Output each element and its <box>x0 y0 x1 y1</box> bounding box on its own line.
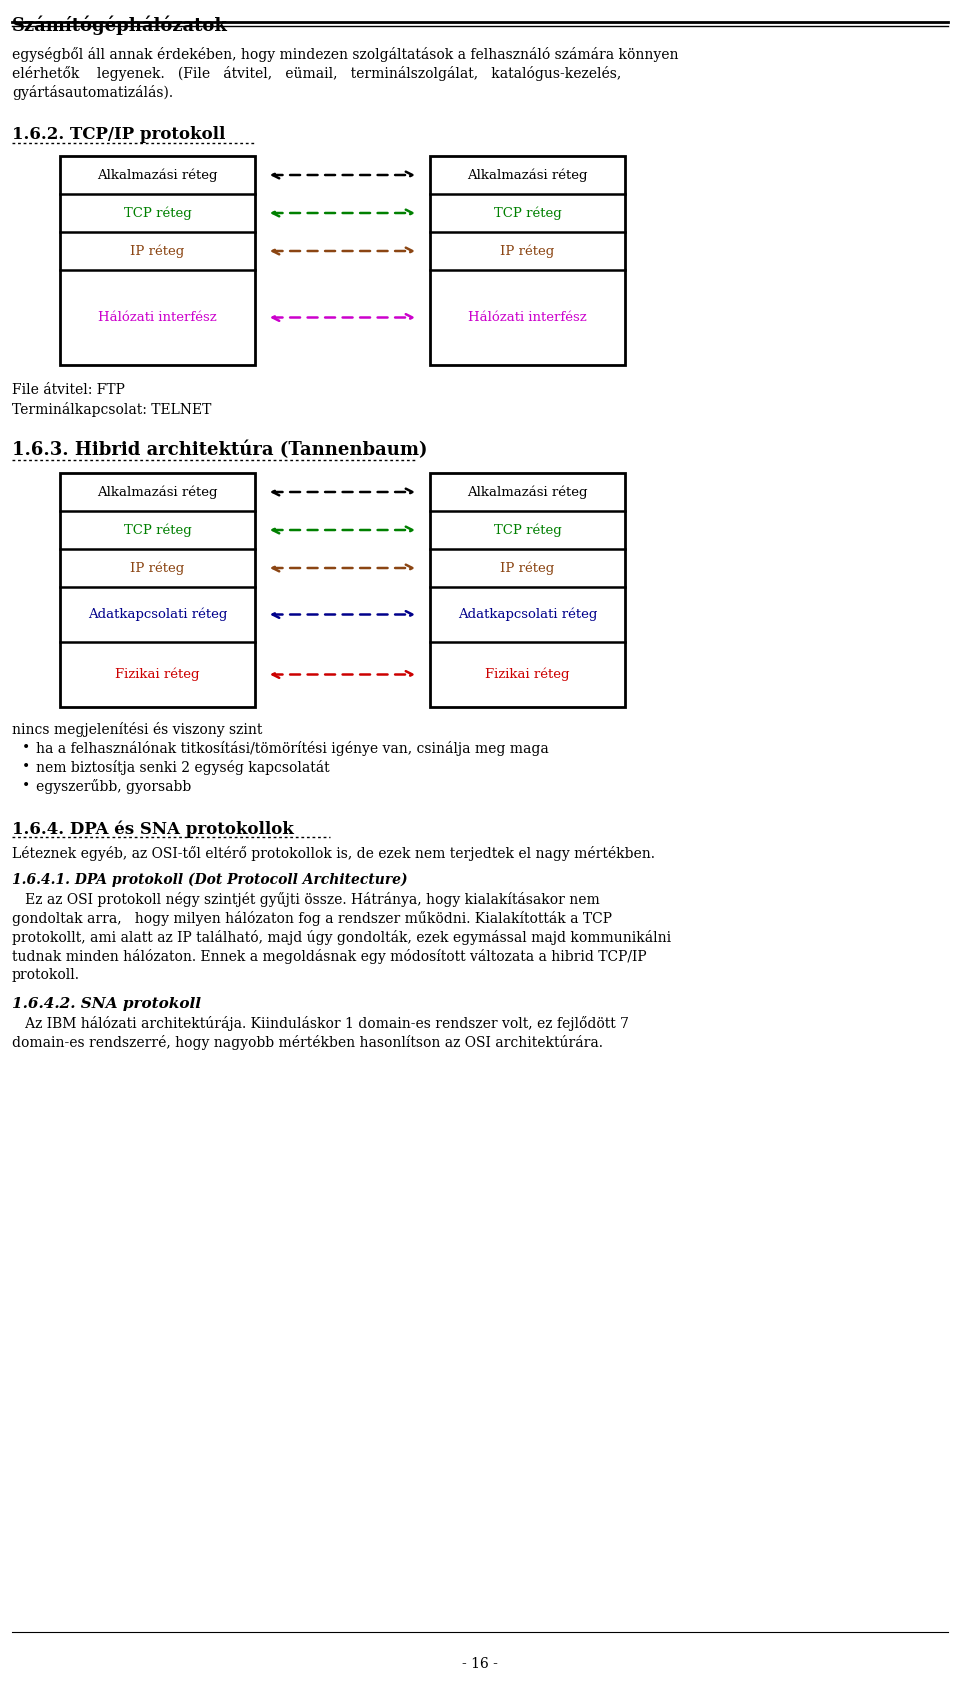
Text: IP réteg: IP réteg <box>131 245 184 258</box>
Text: protokollt, ami alatt az IP található, majd úgy gondolták, ezek egymással majd k: protokollt, ami alatt az IP található, m… <box>12 930 671 945</box>
Text: Az IBM hálózati architektúrája. Kiinduláskor 1 domain-es rendszer volt, ez fejlő: Az IBM hálózati architektúrája. Kiindulá… <box>12 1016 629 1031</box>
Text: domain-es rendszerré, hogy nagyobb mértékben hasonlítson az OSI architektúrára.: domain-es rendszerré, hogy nagyobb mérté… <box>12 1036 603 1049</box>
Text: IP réteg: IP réteg <box>500 562 555 575</box>
Text: gyártásautomatizálás).: gyártásautomatizálás). <box>12 84 173 100</box>
Text: Terminálkapcsolat: TELNET: Terminálkapcsolat: TELNET <box>12 402 211 417</box>
Text: elérhetők    legyenek.   (File   átvitel,   eümail,   terminálszolgálat,   katal: elérhetők legyenek. (File átvitel, eümai… <box>12 66 621 81</box>
Text: egyszerűbb, gyorsabb: egyszerűbb, gyorsabb <box>36 779 191 795</box>
Bar <box>60 472 255 707</box>
Text: Alkalmazási réteg: Alkalmazási réteg <box>468 486 588 499</box>
Text: TCP réteg: TCP réteg <box>124 523 191 536</box>
Text: Hálózati interfész: Hálózati interfész <box>98 310 217 324</box>
Text: tudnak minden hálózaton. Ennek a megoldásnak egy módosított változata a hibrid T: tudnak minden hálózaton. Ennek a megoldá… <box>12 950 647 963</box>
Text: gondoltak arra,   hogy milyen hálózaton fog a rendszer működni. Kialakították a : gondoltak arra, hogy milyen hálózaton fo… <box>12 911 612 926</box>
Text: Adatkapcsolati réteg: Adatkapcsolati réteg <box>87 607 228 621</box>
Text: Ez az OSI protokoll négy szintjét gyűjti össze. Hátránya, hogy kialakításakor ne: Ez az OSI protokoll négy szintjét gyűjti… <box>12 892 600 908</box>
Text: Fizikai réteg: Fizikai réteg <box>115 668 200 682</box>
Text: IP réteg: IP réteg <box>500 245 555 258</box>
Text: •: • <box>22 779 31 793</box>
Text: nincs megjelenítési és viszony szint: nincs megjelenítési és viszony szint <box>12 722 262 737</box>
Text: Alkalmazási réteg: Alkalmazási réteg <box>97 486 218 499</box>
Text: Alkalmazási réteg: Alkalmazási réteg <box>97 169 218 182</box>
Text: Fizikai réteg: Fizikai réteg <box>485 668 569 682</box>
Text: protokoll.: protokoll. <box>12 968 80 982</box>
Text: ha a felhasználónak titkosítási/tömörítési igénye van, csinálja meg maga: ha a felhasználónak titkosítási/tömöríté… <box>36 741 549 756</box>
Text: IP réteg: IP réteg <box>131 562 184 575</box>
Text: egységből áll annak érdekében, hogy mindezen szolgáltatások a felhasználó számár: egységből áll annak érdekében, hogy mind… <box>12 47 679 62</box>
Text: 1.6.2. TCP/IP protokoll: 1.6.2. TCP/IP protokoll <box>12 127 226 143</box>
Text: 1.6.4.1. DPA protokoll (Dot Protocoll Architecture): 1.6.4.1. DPA protokoll (Dot Protocoll Ar… <box>12 872 408 887</box>
Text: Alkalmazási réteg: Alkalmazási réteg <box>468 169 588 182</box>
Text: TCP réteg: TCP réteg <box>493 523 562 536</box>
Text: - 16 -: - 16 - <box>462 1657 498 1672</box>
Bar <box>430 472 625 707</box>
Text: •: • <box>22 761 31 774</box>
Text: File átvitel: FTP: File átvitel: FTP <box>12 383 125 396</box>
Text: TCP réteg: TCP réteg <box>124 206 191 219</box>
Text: TCP réteg: TCP réteg <box>493 206 562 219</box>
Text: •: • <box>22 741 31 756</box>
Text: nem biztosítja senki 2 egység kapcsolatát: nem biztosítja senki 2 egység kapcsolatá… <box>36 761 329 774</box>
Text: 1.6.4. DPA és SNA protokollok: 1.6.4. DPA és SNA protokollok <box>12 820 294 837</box>
Text: Hálózati interfész: Hálózati interfész <box>468 310 587 324</box>
Text: Számítógéphálózatok: Számítógéphálózatok <box>12 15 228 34</box>
Text: 1.6.3. Hibrid architektúra (Tannenbaum): 1.6.3. Hibrid architektúra (Tannenbaum) <box>12 440 427 459</box>
Bar <box>60 155 255 364</box>
Bar <box>430 155 625 364</box>
Text: Léteznek egyéb, az OSI-től eltérő protokollok is, de ezek nem terjedtek el nagy : Léteznek egyéb, az OSI-től eltérő protok… <box>12 845 655 860</box>
Text: 1.6.4.2. SNA protokoll: 1.6.4.2. SNA protokoll <box>12 997 201 1011</box>
Text: Adatkapcsolati réteg: Adatkapcsolati réteg <box>458 607 597 621</box>
